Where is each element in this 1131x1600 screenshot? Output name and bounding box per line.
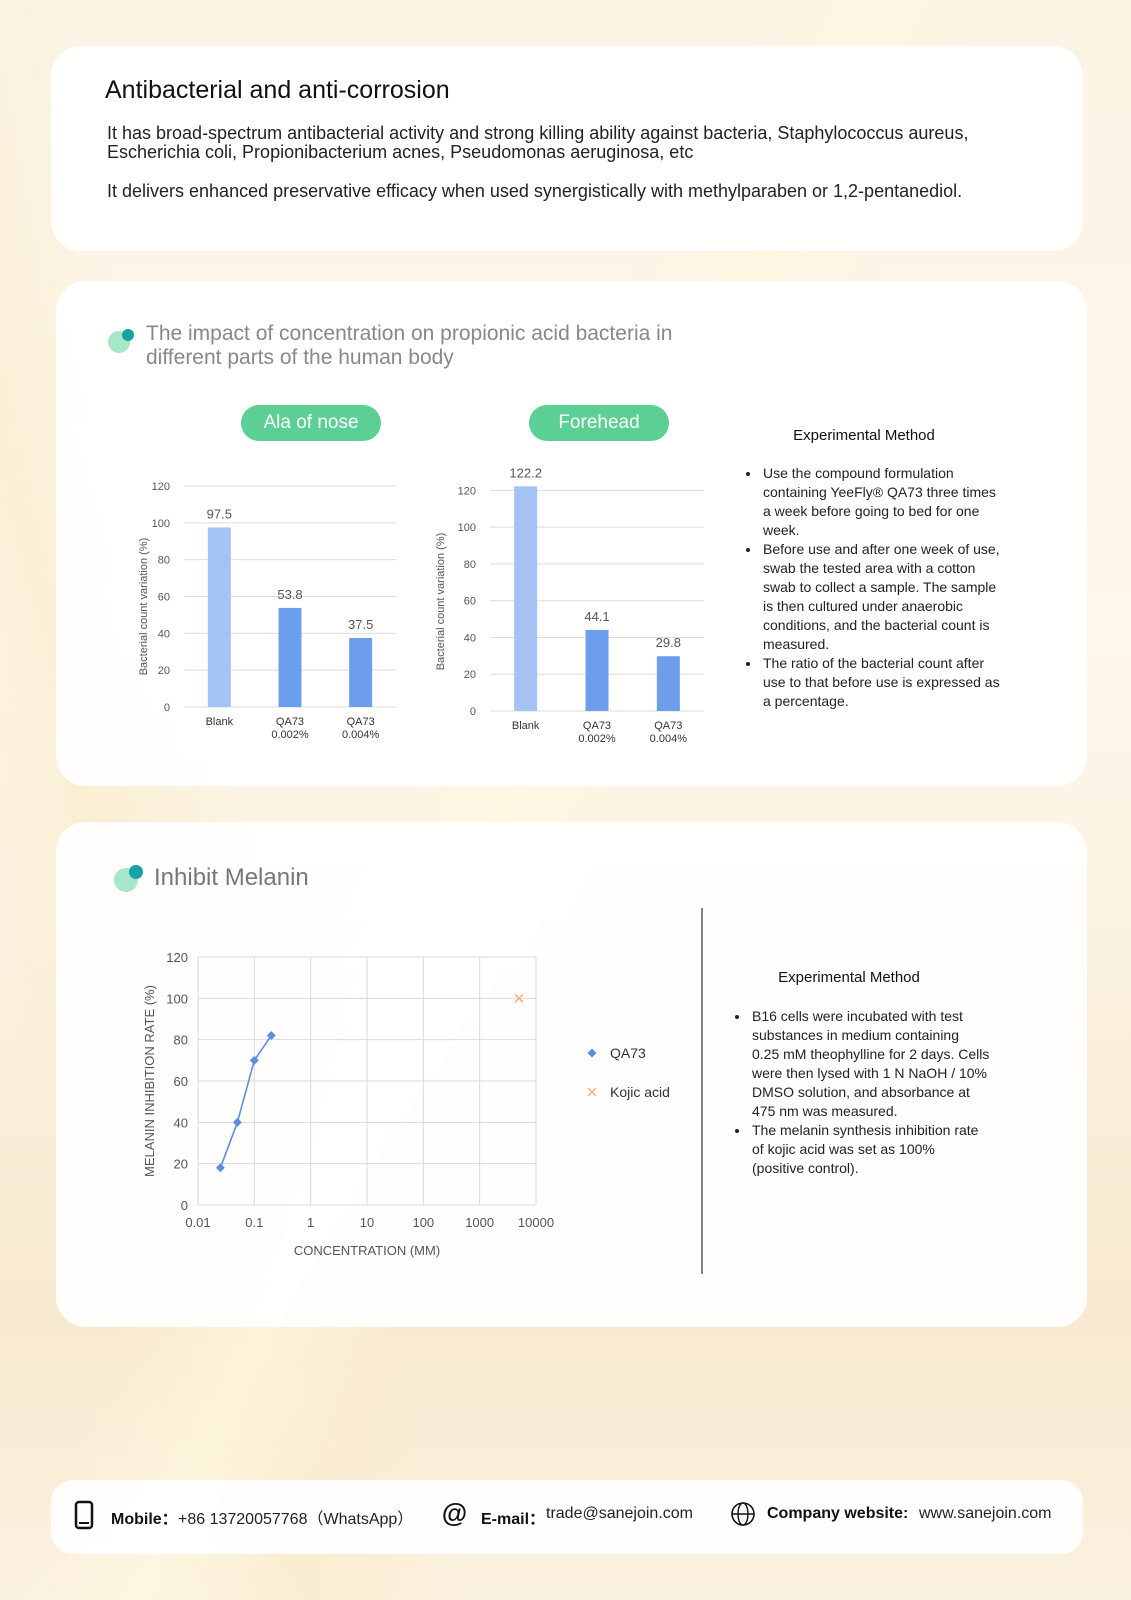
x-tick-label: QA73 0.002% <box>578 720 616 745</box>
marker <box>587 1087 597 1097</box>
section-title: The impact of concentration on propionic… <box>146 322 673 369</box>
x-axis-label: CONCENTRATION (MM) <box>294 1243 440 1258</box>
footer-label: E-mail： <box>481 1511 546 1528</box>
method-list: Use the compound formulation containing … <box>737 464 1001 711</box>
marker <box>232 1117 242 1127</box>
x-tick-label: 10000 <box>518 1215 554 1230</box>
y-tick-label: 80 <box>174 1033 188 1048</box>
y-tick-label: 100 <box>166 991 188 1006</box>
card <box>56 822 1087 1327</box>
y-tick-label: 20 <box>174 1157 188 1172</box>
chart-title: Ala of nose <box>241 405 381 441</box>
y-tick-label: 80 <box>464 559 476 571</box>
marker <box>249 1055 259 1065</box>
y-tick-label: 40 <box>158 628 170 640</box>
x-tick-label: 1000 <box>465 1215 494 1230</box>
bar <box>585 629 609 711</box>
bar <box>278 607 302 707</box>
section-title: Inhibit Melanin <box>154 864 309 891</box>
x-tick-label: 100 <box>412 1215 434 1230</box>
method-item: B16 cells were incubated with test subst… <box>750 1007 990 1121</box>
y-tick-label: 0 <box>164 702 170 714</box>
x-tick-label: Blank <box>511 720 540 732</box>
y-tick-label: 100 <box>458 522 476 534</box>
y-tick-label: 20 <box>464 669 476 681</box>
footer-label: Company website: <box>767 1505 909 1522</box>
y-axis-label: MELANIN INHIBITION RATE (%) <box>142 985 157 1177</box>
method-item: The melanin synthesis inhibition rate of… <box>750 1121 990 1178</box>
footer-text: trade@sanejoin.com <box>546 1505 693 1522</box>
section-icon <box>129 865 143 879</box>
y-tick-label: 80 <box>158 555 170 567</box>
value-label: 97.5 <box>207 506 232 521</box>
x-tick-label: Blank <box>205 716 234 728</box>
value-label: 29.8 <box>656 635 681 650</box>
series-line <box>219 1035 272 1169</box>
method-item: The ratio of the bacterial count after u… <box>761 654 1001 711</box>
marker <box>266 1031 276 1041</box>
paragraph: It has broad-spectrum antibacterial acti… <box>107 123 969 162</box>
method-item: Before use and after one week of use, sw… <box>761 540 1001 654</box>
bar <box>514 486 538 711</box>
legend-entry: Kojic acid <box>610 1084 670 1100</box>
y-tick-label: 120 <box>166 950 188 965</box>
method-list: B16 cells were incubated with test subst… <box>726 1007 990 1178</box>
y-axis-label: Bacterial count variation (%) <box>138 538 150 676</box>
method-title: Experimental Method <box>793 427 935 444</box>
y-tick-label: 100 <box>152 518 170 530</box>
section-title: Antibacterial and anti-corrosion <box>105 76 450 104</box>
marker <box>514 993 524 1003</box>
y-axis-label: Bacterial count variation (%) <box>435 533 447 671</box>
y-tick-label: 120 <box>152 481 170 493</box>
value-label: 37.5 <box>348 617 373 632</box>
y-tick-label: 0 <box>470 706 476 718</box>
bar <box>349 637 373 707</box>
bar <box>207 527 231 707</box>
value-label: 44.1 <box>584 609 609 624</box>
phone-icon <box>74 1500 94 1530</box>
footer-label: Mobile： <box>111 1511 178 1528</box>
x-tick-label: 10 <box>360 1215 374 1230</box>
y-tick-label: 20 <box>158 665 170 677</box>
section-icon <box>122 329 134 341</box>
value-label: 53.8 <box>277 587 302 602</box>
chart-title: Forehead <box>529 405 669 441</box>
y-tick-label: 60 <box>464 596 476 608</box>
y-tick-label: 40 <box>174 1115 188 1130</box>
y-tick-label: 120 <box>458 485 476 497</box>
bar <box>656 656 680 711</box>
x-tick-label: QA73 0.004% <box>342 716 380 741</box>
marker <box>215 1163 225 1173</box>
card <box>51 46 1083 251</box>
x-tick-label: 1 <box>307 1215 314 1230</box>
marker <box>587 1048 597 1058</box>
y-tick-label: 60 <box>174 1074 188 1089</box>
footer-card <box>51 1480 1083 1554</box>
y-tick-label: 0 <box>181 1198 188 1213</box>
y-tick-label: 60 <box>158 592 170 604</box>
method-item: Use the compound formulation containing … <box>761 464 1001 540</box>
email-icon: @ <box>441 1498 466 1528</box>
footer-text: +86 13720057768（WhatsApp） <box>178 1511 414 1528</box>
paragraph: It delivers enhanced preservative effica… <box>107 181 963 201</box>
x-tick-label: 0.01 <box>185 1215 210 1230</box>
value-label: 122.2 <box>509 465 542 480</box>
x-tick-label: 0.1 <box>245 1215 263 1230</box>
footer-text: www.sanejoin.com <box>919 1505 1052 1522</box>
y-tick-label: 40 <box>464 632 476 644</box>
legend-entry: QA73 <box>610 1045 646 1061</box>
method-title: Experimental Method <box>778 969 920 986</box>
x-tick-label: QA73 0.004% <box>649 720 687 745</box>
x-tick-label: QA73 0.002% <box>271 716 309 741</box>
